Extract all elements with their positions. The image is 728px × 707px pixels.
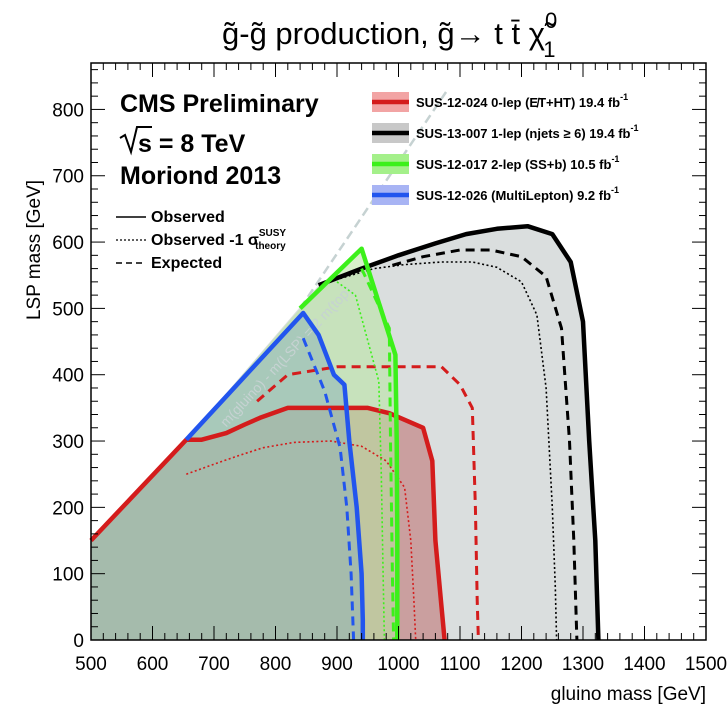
sus-13-007-observed-line: [317, 223, 601, 641]
chart-title-sub: 1: [543, 37, 555, 62]
axis-ticks: [90, 63, 707, 641]
analysis-legend: SUS-12-024 0-lep (E̸T+HT) 19.4 fb-1 SUS-1…: [372, 92, 639, 205]
legend-entry: SUS-12-026 (MultiLepton) 9.2 fb-1: [416, 185, 619, 203]
x-tick-label: 700: [198, 654, 230, 675]
x-tick-label: 1200: [500, 654, 542, 675]
chart-title: g̃-g̃ production, g̃→ t t̄ χ̃0 1: [222, 8, 557, 62]
y-tick-label: 600: [52, 233, 84, 254]
moriond-label: Moriond 2013: [120, 162, 281, 190]
sus-12-024-expected-line: [256, 365, 480, 641]
y-tick-label: 400: [52, 366, 84, 387]
chart-title-sup: 0: [545, 8, 557, 33]
sus-12-024-observed-line: [89, 405, 447, 641]
y-tick-label: 100: [52, 565, 84, 586]
x-tick-label: 600: [137, 654, 169, 675]
line-style-legend: Observed Observed -1 σSUSY theory Expected: [116, 209, 286, 272]
sus-12-024-observed-m1-line: [186, 440, 417, 641]
style-label-solid: Observed: [151, 209, 225, 226]
x-tick-label: 500: [75, 654, 107, 675]
y-tick-label: 200: [52, 498, 84, 519]
y-tick-label: 500: [52, 299, 84, 320]
legend-entry: SUS-13-007 1-lep (njets ≥ 6) 19.4 fb-1: [416, 123, 639, 141]
y-tick-label: 700: [52, 167, 84, 188]
x-tick-labels: 500 600 700 800 900 1000 1100 1200 1300 1400 1500: [75, 654, 727, 675]
legend-entry: SUS-12-024 0-lep (E̸T+HT) 19.4 fb-1: [416, 92, 628, 110]
sus-12-017-expected-line: [360, 267, 396, 641]
x-tick-label: 1000: [377, 654, 419, 675]
y-tick-labels: 0 100 200 300 400 500 600 700 800: [52, 100, 84, 652]
sus-12-026-observed-line: [184, 310, 366, 640]
y-tick-label: 800: [52, 100, 84, 121]
exclusion-fills: [91, 226, 599, 640]
x-tick-label: 1100: [440, 654, 481, 675]
legend-entry: SUS-12-017 2-lep (SS+b) 10.5 fb-1: [416, 154, 619, 172]
sqrt-icon: [119, 126, 152, 156]
x-tick-label: 1300: [562, 654, 604, 675]
style-label-dotted: Observed -1 σSUSY theory: [151, 228, 286, 252]
y-tick-label: 300: [52, 432, 84, 453]
sus-12-026-expected-line: [301, 337, 356, 641]
svg-text:s = 8 TeV: s = 8 TeV: [138, 130, 246, 158]
sus-12-017-observed-line: [298, 246, 400, 640]
sqrt-s-label: s = 8 TeV: [119, 126, 246, 158]
fill-sus-12-026: [91, 313, 363, 640]
style-label-dashed: Expected: [151, 255, 222, 272]
x-tick-label: 800: [260, 654, 292, 675]
y-tick-label: 0: [73, 631, 84, 652]
cms-preliminary-label: CMS Preliminary: [120, 90, 319, 118]
x-tick-label: 1400: [623, 654, 665, 675]
x-tick-label: 900: [321, 654, 353, 675]
sus-12-017-observed-m1-line: [336, 281, 386, 641]
x-axis-label: gluino mass [GeV]: [551, 684, 706, 705]
y-axis-label: LSP mass [GeV]: [24, 180, 45, 320]
exclusion-contours: [89, 223, 601, 641]
sus-13-007-expected-line: [391, 248, 579, 641]
x-tick-label: 1500: [685, 654, 727, 675]
